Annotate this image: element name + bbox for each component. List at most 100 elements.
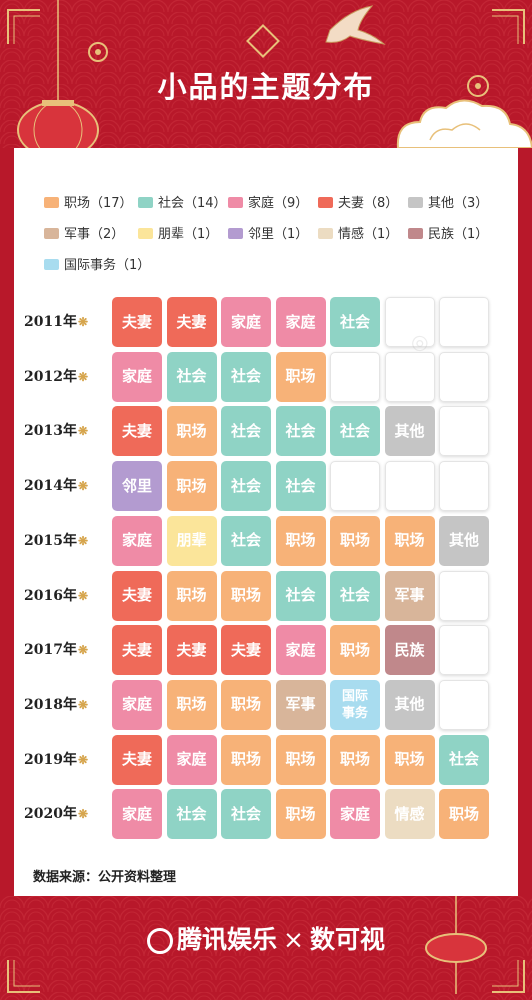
theme-label: 职场 bbox=[285, 804, 316, 823]
theme-label: 职场 bbox=[176, 586, 207, 604]
theme-cell: 朋辈 bbox=[166, 515, 217, 566]
theme-cell: 家庭 bbox=[112, 351, 162, 402]
theme-label: 民族 bbox=[394, 640, 425, 659]
tencent-ent-logo-icon bbox=[147, 928, 173, 954]
theme-label: 职场 bbox=[176, 476, 207, 495]
legend-label: 军事（2） bbox=[64, 227, 125, 242]
theme-label: 职场 bbox=[394, 750, 425, 769]
year-text: 2013年 bbox=[24, 423, 77, 440]
theme-label: 社会 bbox=[176, 367, 207, 386]
theme-cell: 军事 bbox=[275, 679, 326, 730]
theme-cell: 职场 bbox=[166, 679, 217, 730]
legend-swatch bbox=[228, 228, 243, 239]
theme-cell: 社会 bbox=[221, 351, 271, 402]
theme-cell: 社会 bbox=[166, 789, 217, 840]
theme-cell: 职场 bbox=[166, 570, 217, 621]
top-banner-pattern bbox=[0, 0, 532, 148]
theme-cell: 家庭 bbox=[112, 789, 162, 840]
year-text: 2018年 bbox=[24, 696, 77, 713]
year-label: 2020年❋ bbox=[24, 789, 106, 839]
theme-label: 社会 bbox=[230, 531, 261, 550]
legend-swatch bbox=[318, 197, 333, 208]
legend-item: 国际事务（1） bbox=[44, 258, 150, 274]
theme-label: 家庭 bbox=[285, 640, 316, 659]
theme-cell: 社会 bbox=[221, 515, 271, 566]
theme-cell: 情感 bbox=[384, 789, 435, 840]
theme-cell: 夫妻 bbox=[112, 625, 162, 676]
year-label: 2015年❋ bbox=[24, 516, 106, 566]
brand-left: 腾讯娱乐 bbox=[177, 925, 278, 954]
theme-label: 职场 bbox=[448, 804, 479, 823]
theme-label: 夫妻 bbox=[230, 640, 261, 659]
legend-label: 职场（17） bbox=[64, 196, 133, 211]
theme-cell: 职场 bbox=[275, 789, 326, 840]
theme-cell: 邻里 bbox=[112, 461, 162, 512]
snowflake-icon: ❋ bbox=[77, 315, 89, 329]
theme-label: 家庭 bbox=[121, 367, 152, 386]
theme-cell: 社会 bbox=[439, 734, 489, 785]
theme-cell: 夫妻 bbox=[112, 570, 162, 621]
theme-cell: 社会 bbox=[330, 406, 380, 457]
top-banner bbox=[0, 0, 532, 148]
legend-swatch bbox=[318, 228, 333, 239]
year-label: 2018年❋ bbox=[24, 680, 106, 730]
brand-footer: 腾讯娱乐 × 数可视 bbox=[0, 920, 532, 956]
legend-item: 家庭（9） bbox=[228, 196, 308, 212]
theme-label: 社会 bbox=[339, 421, 370, 440]
theme-cell: 军事 bbox=[384, 570, 435, 621]
snowflake-icon: ❋ bbox=[77, 479, 89, 494]
brand-right: 数可视 bbox=[309, 925, 385, 954]
theme-cell: 夫妻 bbox=[221, 625, 271, 676]
theme-label: 职场 bbox=[176, 421, 207, 440]
chart-title: 小品的主题分布 bbox=[157, 70, 375, 104]
year-text: 2016年 bbox=[24, 587, 77, 604]
theme-label: 其他 bbox=[394, 695, 425, 714]
snowflake-icon: ❋ bbox=[77, 697, 89, 712]
theme-cell: 职场 bbox=[221, 570, 271, 621]
theme-label: 军事 bbox=[394, 586, 425, 604]
theme-label: 社会 bbox=[285, 586, 316, 604]
theme-label: 夫妻 bbox=[121, 312, 152, 331]
snowflake-icon: ❋ bbox=[77, 752, 89, 767]
legend-swatch bbox=[44, 197, 59, 208]
snowflake-icon: ❋ bbox=[77, 533, 89, 548]
legend-label: 朋辈（1） bbox=[158, 227, 219, 242]
theme-label: 邻里 bbox=[121, 476, 152, 495]
theme-label: 家庭 bbox=[121, 695, 152, 714]
theme-label: 社会 bbox=[285, 421, 316, 440]
theme-label: 军事 bbox=[285, 695, 316, 714]
theme-label: 社会 bbox=[176, 804, 207, 823]
legend-swatch bbox=[228, 197, 243, 208]
theme-label: 国际事务 bbox=[341, 688, 368, 721]
empty-cell bbox=[439, 297, 489, 347]
theme-cell: 社会 bbox=[221, 461, 271, 512]
theme-label: 职场 bbox=[394, 531, 425, 550]
theme-label: 家庭 bbox=[121, 804, 152, 823]
legend-swatch bbox=[408, 197, 423, 208]
theme-cell: 家庭 bbox=[166, 734, 217, 785]
year-label: 2017年❋ bbox=[24, 625, 106, 675]
theme-cell: 其他 bbox=[384, 406, 435, 457]
theme-cell: 职场 bbox=[439, 789, 489, 840]
theme-cell: 职场 bbox=[384, 515, 435, 566]
year-text: 2015年 bbox=[24, 532, 77, 549]
empty-cell bbox=[439, 406, 489, 457]
theme-cell: 家庭 bbox=[221, 297, 271, 347]
empty-cell bbox=[384, 351, 435, 402]
theme-cell: 社会 bbox=[275, 570, 326, 621]
theme-label: 职场 bbox=[230, 586, 261, 604]
legend-item: 其他（3） bbox=[408, 196, 488, 212]
year-label: 2011年❋ bbox=[24, 297, 106, 347]
theme-label: 朋辈 bbox=[176, 531, 207, 550]
legend-label: 家庭（9） bbox=[248, 196, 309, 211]
empty-cell bbox=[384, 461, 435, 512]
year-label: 2014年❋ bbox=[24, 461, 106, 511]
theme-cell: 夫妻 bbox=[112, 734, 162, 785]
year-text: 2019年 bbox=[24, 751, 77, 768]
theme-cell: 夫妻 bbox=[112, 297, 162, 347]
empty-cell bbox=[439, 625, 489, 676]
theme-label: 职场 bbox=[285, 750, 316, 769]
legend-label: 情感（1） bbox=[338, 227, 399, 242]
theme-label: 夫妻 bbox=[176, 312, 207, 331]
